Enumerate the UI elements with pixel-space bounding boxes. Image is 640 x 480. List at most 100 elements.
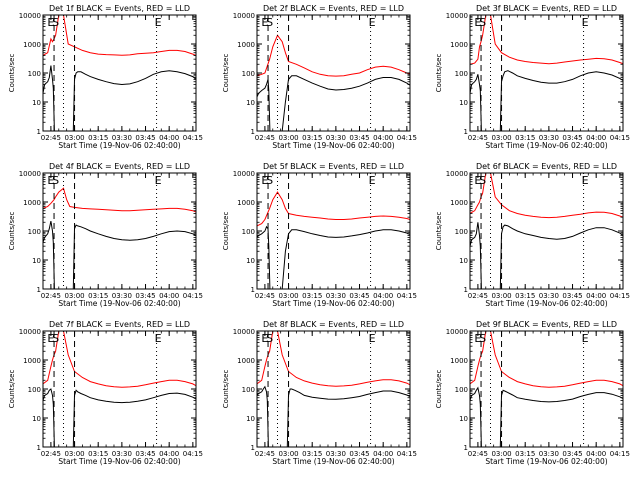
chart-title: Det 2f BLACK = Events, RED = LLD	[263, 4, 404, 13]
time-marker-label: E	[474, 16, 481, 29]
x-tick-label: 03:15	[302, 292, 322, 300]
chart-title: Det 6f BLACK = Events, RED = LLD	[476, 162, 617, 171]
y-tick-label: 10000	[446, 170, 468, 178]
time-marker-label: E	[261, 174, 268, 187]
x-tick-label: 02:45	[255, 450, 275, 458]
y-tick-label: 1000	[450, 199, 468, 207]
chart-title: Det 8f BLACK = Events, RED = LLD	[263, 320, 404, 329]
plot-frame	[469, 330, 624, 448]
x-tick-label: 03:45	[562, 292, 582, 300]
y-tick-label: 10000	[446, 328, 468, 336]
series-line-lld	[257, 34, 410, 77]
x-tick-label: 03:30	[326, 450, 346, 458]
y-tick-label: 1	[251, 444, 255, 452]
x-tick-label: 03:30	[112, 134, 132, 142]
time-marker-label: E	[474, 174, 481, 187]
time-marker-label: S	[52, 332, 59, 345]
y-tick-label: 1000	[237, 199, 255, 207]
time-marker-label: S	[479, 332, 486, 345]
x-tick-label: 04:15	[183, 134, 203, 142]
y-tick-label: 10000	[233, 12, 255, 20]
plot-frame	[42, 330, 197, 448]
time-marker-label: S	[479, 16, 486, 29]
time-marker-label: E	[582, 16, 589, 29]
series-line-lld	[43, 187, 196, 213]
series-line-events	[43, 220, 196, 289]
y-tick-label: 1	[251, 128, 255, 136]
y-tick-label: 100	[242, 228, 255, 236]
y-tick-label: 1	[37, 286, 41, 294]
plot-frame	[256, 14, 411, 132]
plot-frame	[469, 172, 624, 290]
series-line-events	[470, 386, 623, 447]
y-tick-label: 10	[459, 257, 468, 265]
time-marker-label: E	[47, 332, 54, 345]
y-axis-title: Counts/sec	[8, 54, 16, 93]
y-tick-label: 1000	[237, 357, 255, 365]
x-tick-label: 03:15	[302, 134, 322, 142]
x-tick-label: 03:45	[349, 134, 369, 142]
series-line-events	[470, 222, 623, 289]
y-tick-label: 10	[246, 415, 255, 423]
y-axis-title: Counts/sec	[435, 54, 443, 93]
series-line-lld	[470, 173, 623, 219]
y-axis-title: Counts/sec	[8, 212, 16, 251]
series-line-lld	[470, 331, 623, 388]
chart-title: Det 5f BLACK = Events, RED = LLD	[263, 162, 404, 171]
x-axis-title: Start Time (19-Nov-06 02:40:00)	[58, 457, 180, 466]
x-tick-label: 03:00	[64, 450, 84, 458]
y-tick-label: 100	[28, 70, 41, 78]
series-line-events	[43, 388, 196, 447]
x-axis-title: Start Time (19-Nov-06 02:40:00)	[272, 141, 394, 150]
y-axis-title: Counts/sec	[222, 212, 230, 251]
series-line-events	[470, 70, 623, 131]
y-axis-title: Counts/sec	[8, 370, 16, 409]
x-axis-title: Start Time (19-Nov-06 02:40:00)	[485, 457, 607, 466]
y-axis-title: Counts/sec	[222, 370, 230, 409]
x-tick-label: 04:15	[397, 134, 417, 142]
y-tick-label: 10	[246, 99, 255, 107]
y-tick-label: 10	[246, 257, 255, 265]
x-tick-label: 03:00	[491, 450, 511, 458]
x-axis-title: Start Time (19-Nov-06 02:40:00)	[58, 141, 180, 150]
series-line-lld	[43, 331, 196, 388]
x-tick-label: 04:00	[586, 292, 606, 300]
x-tick-label: 02:45	[255, 292, 275, 300]
x-tick-label: 04:00	[373, 450, 393, 458]
x-tick-label: 04:15	[397, 450, 417, 458]
x-tick-label: 04:00	[373, 134, 393, 142]
y-tick-label: 100	[455, 70, 468, 78]
x-tick-label: 03:00	[64, 292, 84, 300]
x-axis-title: Start Time (19-Nov-06 02:40:00)	[272, 299, 394, 308]
x-axis-title: Start Time (19-Nov-06 02:40:00)	[485, 141, 607, 150]
y-tick-label: 1000	[450, 41, 468, 49]
series-line-lld	[470, 15, 623, 65]
y-tick-label: 1	[464, 128, 468, 136]
time-marker-label: E	[261, 332, 268, 345]
y-tick-label: 10000	[19, 12, 41, 20]
y-tick-label: 1	[464, 444, 468, 452]
x-tick-label: 03:30	[539, 292, 559, 300]
x-tick-label: 02:45	[255, 134, 275, 142]
x-tick-label: 03:15	[515, 292, 535, 300]
x-tick-label: 04:00	[373, 292, 393, 300]
y-tick-label: 10	[459, 415, 468, 423]
plot-frame	[256, 172, 411, 290]
x-tick-label: 04:15	[610, 134, 630, 142]
x-tick-label: 03:30	[326, 134, 346, 142]
x-tick-label: 04:00	[159, 450, 179, 458]
y-tick-label: 1	[464, 286, 468, 294]
time-marker-label: S	[266, 16, 273, 29]
chart-title: Det 3f BLACK = Events, RED = LLD	[476, 4, 617, 13]
y-tick-label: 1000	[237, 41, 255, 49]
y-tick-label: 1	[37, 444, 41, 452]
y-tick-label: 1000	[450, 357, 468, 365]
y-tick-label: 10000	[233, 328, 255, 336]
series-line-events	[257, 385, 410, 447]
x-tick-label: 03:00	[278, 450, 298, 458]
